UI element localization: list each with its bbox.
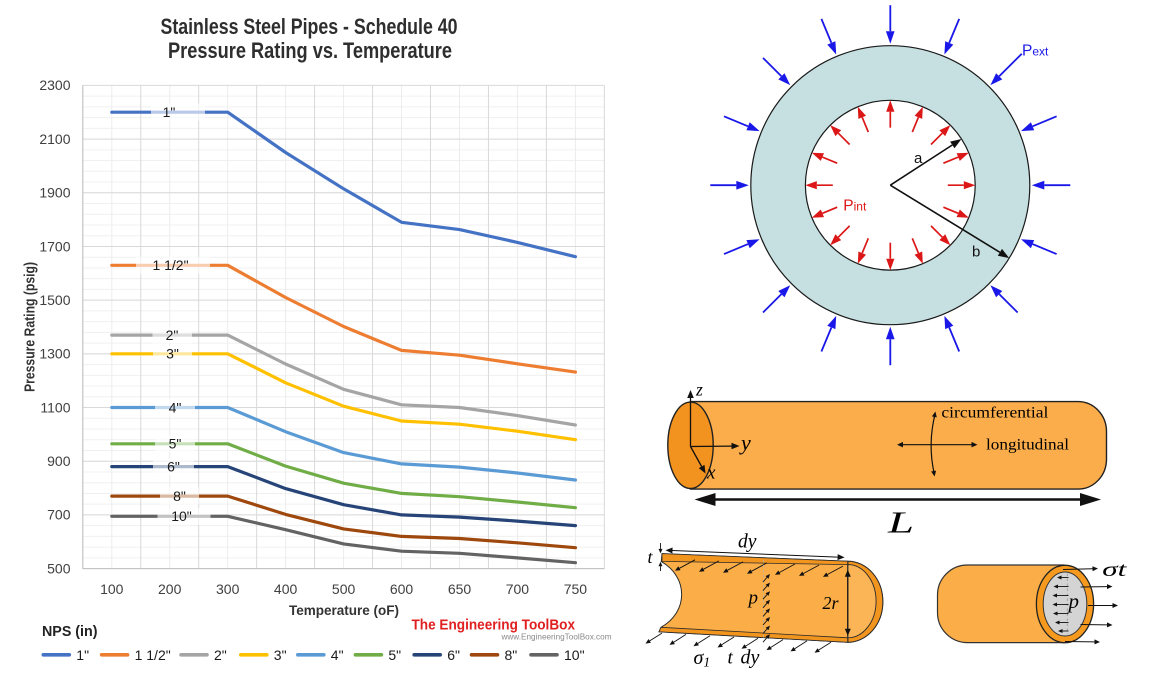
svg-text:p: p	[1067, 589, 1080, 613]
svg-text:x: x	[706, 463, 716, 484]
svg-text:1300: 1300	[39, 346, 70, 362]
svg-text:circumferential: circumferential	[941, 405, 1048, 422]
svg-text:5": 5"	[169, 436, 182, 452]
svg-text:2r: 2r	[823, 593, 840, 613]
svg-text:10": 10"	[564, 647, 585, 663]
svg-text:750: 750	[564, 581, 588, 597]
svg-text:2300: 2300	[39, 77, 70, 93]
svg-text:4": 4"	[331, 647, 344, 663]
svg-text:1": 1"	[163, 104, 176, 120]
svg-text:3": 3"	[274, 647, 287, 663]
svg-text:1900: 1900	[39, 185, 70, 201]
svg-text:900: 900	[47, 453, 71, 469]
svg-text:700: 700	[506, 581, 530, 597]
svg-text:1100: 1100	[40, 399, 70, 415]
svg-text:L: L	[886, 505, 914, 540]
svg-text:p: p	[747, 588, 759, 609]
svg-text:longitudinal: longitudinal	[986, 437, 1069, 454]
svg-text:1700: 1700	[39, 238, 70, 254]
svg-text:400: 400	[274, 581, 298, 597]
svg-text:b: b	[972, 244, 980, 261]
svg-text:Pressure Rating (psig): Pressure Rating (psig)	[23, 262, 39, 392]
svg-text:2": 2"	[166, 327, 179, 343]
svg-text:10": 10"	[171, 508, 192, 524]
svg-text:2": 2"	[214, 647, 227, 663]
svg-text:Temperature (oF): Temperature (oF)	[289, 602, 399, 618]
svg-text:a: a	[914, 150, 923, 167]
svg-text:t: t	[728, 648, 734, 669]
svg-text:600: 600	[390, 581, 414, 597]
svg-text:1 1/2": 1 1/2"	[135, 647, 171, 663]
svg-text:100: 100	[100, 581, 124, 597]
svg-text:700: 700	[47, 507, 71, 523]
svg-text:650: 650	[448, 581, 472, 597]
svg-text:www.EngineeringToolBox.com: www.EngineeringToolBox.com	[500, 633, 611, 642]
svg-text:6": 6"	[167, 458, 180, 474]
svg-text:y: y	[739, 430, 751, 455]
svg-text:1500: 1500	[39, 292, 70, 308]
svg-text:z: z	[695, 379, 703, 399]
svg-text:σt: σt	[1102, 559, 1127, 581]
svg-text:Pint: Pint	[843, 198, 867, 215]
svg-text:6": 6"	[447, 647, 460, 663]
svg-text:300: 300	[216, 581, 240, 597]
svg-text:8": 8"	[505, 647, 518, 663]
svg-text:500: 500	[47, 560, 71, 576]
svg-text:2100: 2100	[39, 131, 70, 147]
svg-text:8": 8"	[173, 488, 186, 504]
svg-text:Stainless Steel Pipes - Schedu: Stainless Steel Pipes - Schedule 40	[161, 14, 458, 39]
svg-text:4": 4"	[169, 399, 182, 415]
svg-text:Pext: Pext	[1022, 43, 1049, 60]
svg-text:200: 200	[158, 581, 182, 597]
svg-text:dy: dy	[738, 532, 757, 553]
svg-text:dy: dy	[741, 647, 760, 669]
svg-text:NPS (in): NPS (in)	[42, 623, 98, 640]
svg-text:The Engineering ToolBox: The Engineering ToolBox	[412, 618, 576, 634]
svg-text:3": 3"	[166, 346, 179, 362]
svg-text:Pressure Rating vs. Temperatur: Pressure Rating vs. Temperature	[168, 38, 452, 63]
svg-text:5": 5"	[388, 647, 401, 663]
svg-text:1 1/2": 1 1/2"	[152, 257, 188, 273]
svg-text:500: 500	[332, 581, 356, 597]
svg-text:1": 1"	[76, 647, 89, 663]
